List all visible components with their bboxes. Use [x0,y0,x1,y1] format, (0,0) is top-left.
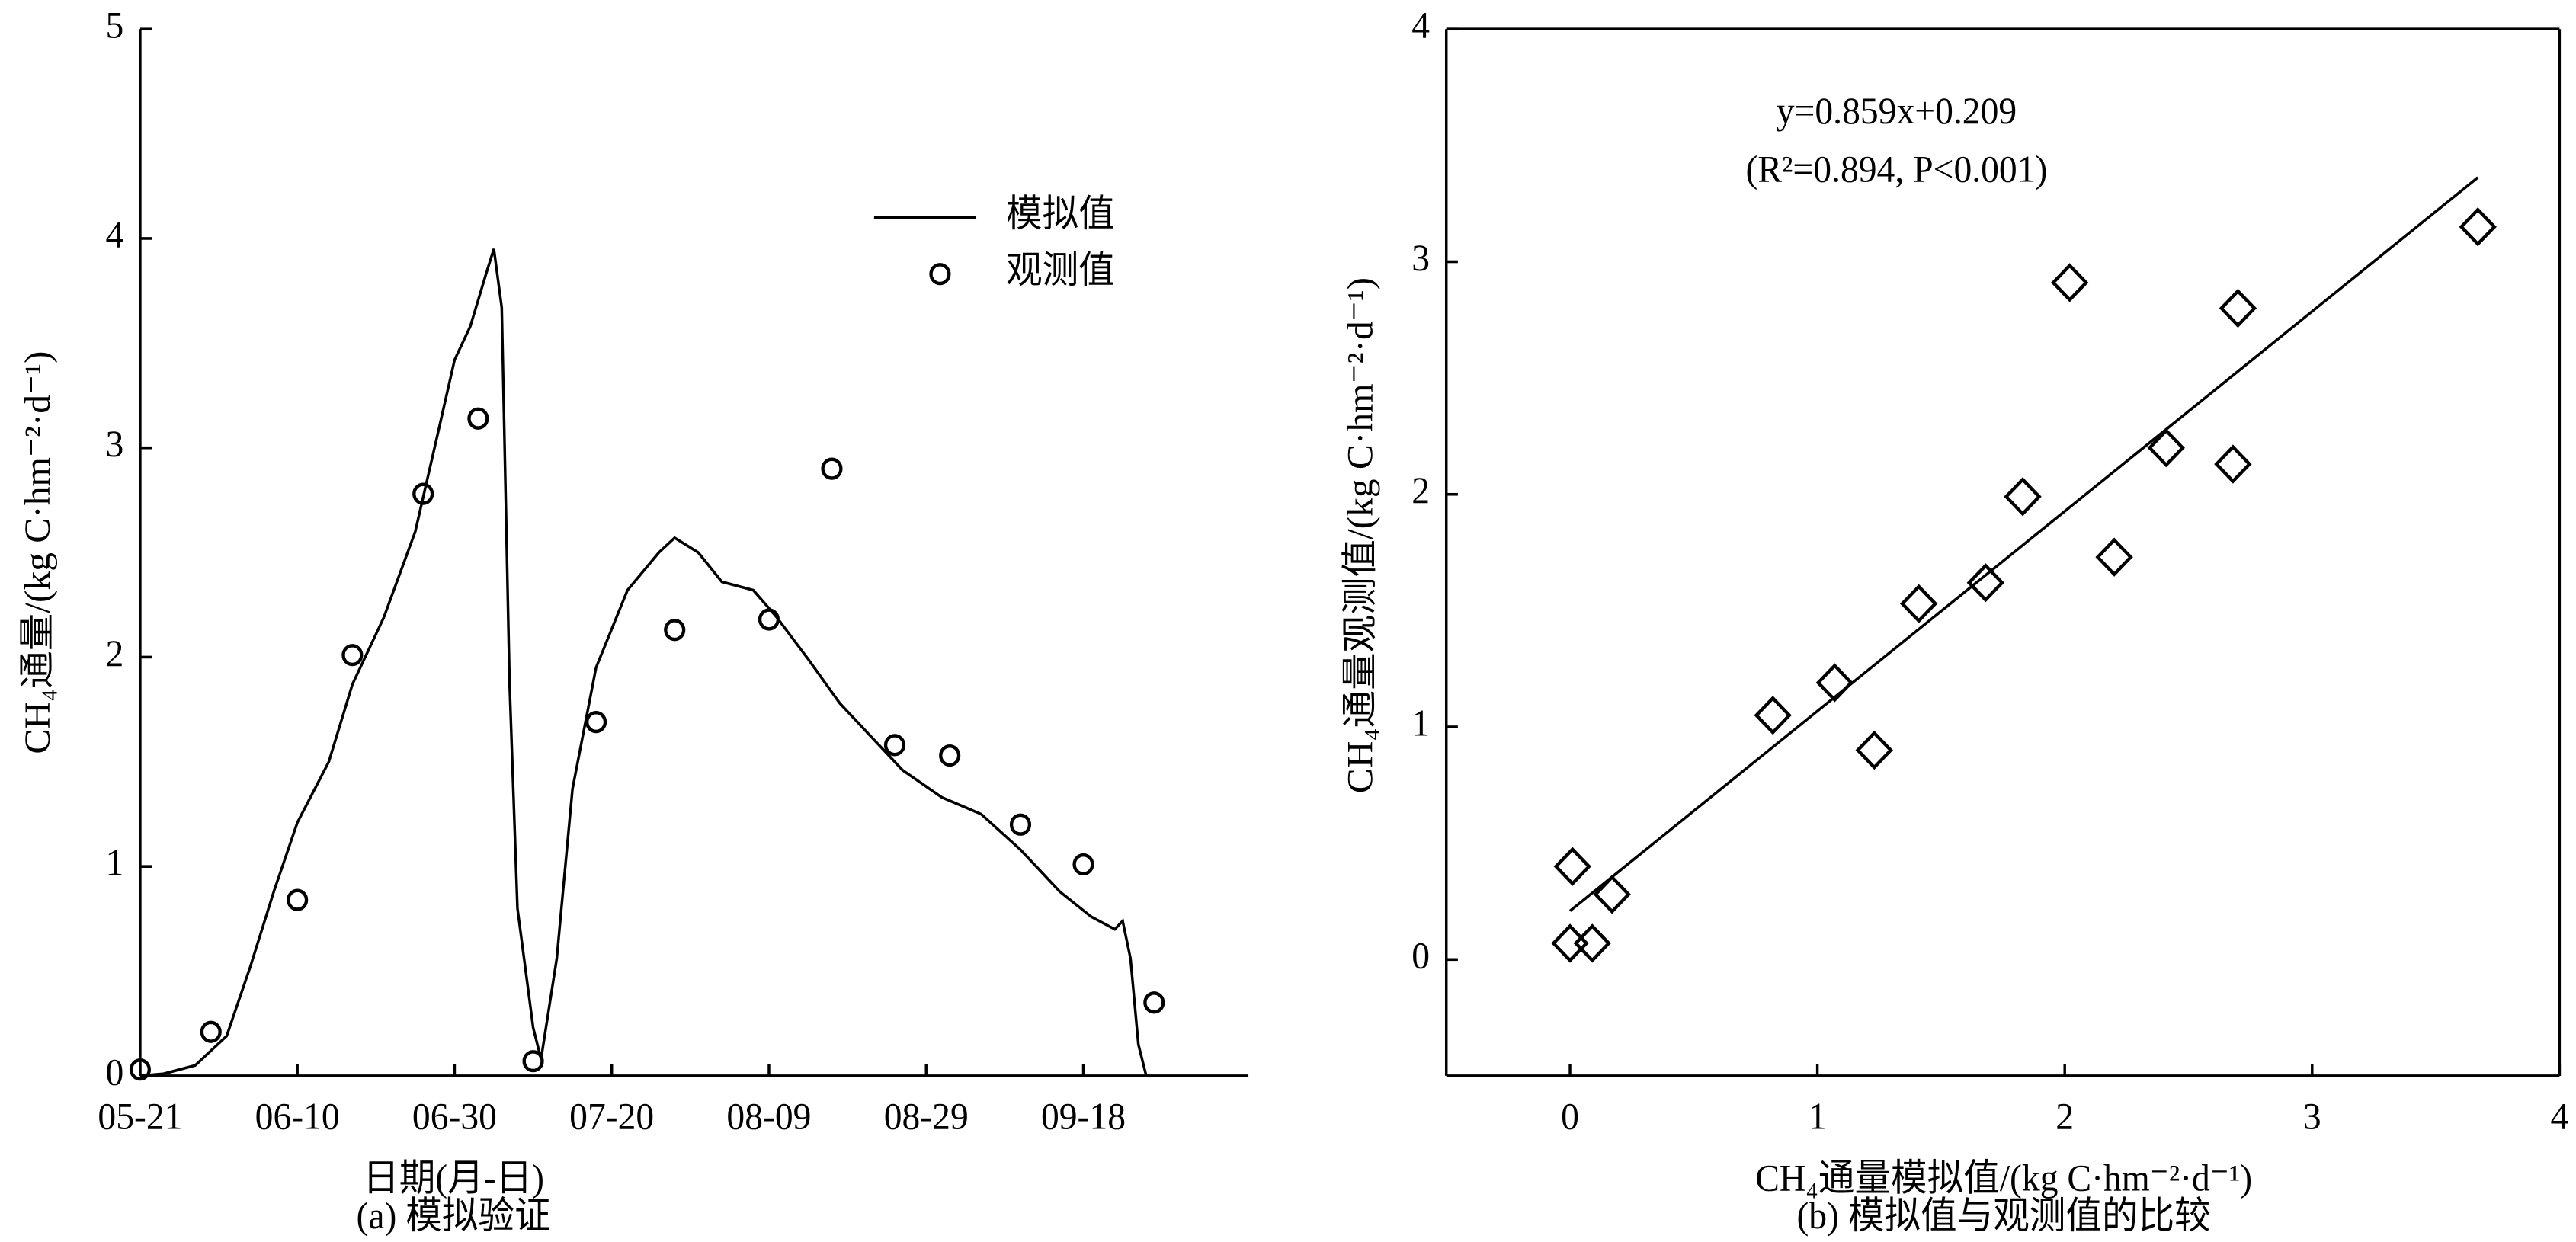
circle-point [883,734,906,757]
diamond-point [2095,537,2133,577]
x-tick-label: 08-29 [884,1096,969,1138]
diamond-point [1551,923,1589,963]
circle-point [585,710,607,734]
circle-point [1072,853,1094,876]
y-tick-label: 0 [1411,936,1430,977]
x-tick-label: 05-21 [98,1096,182,1138]
x-tick-label: 07-20 [569,1096,654,1138]
x-tick-label: 2 [2055,1096,2074,1138]
diamond-point [1966,563,2005,603]
y-tick-label: 2 [1411,470,1430,511]
x-tick-label: 0 [1561,1096,1579,1138]
diamond-point [1593,875,1631,914]
diamond-point [1553,847,1591,886]
circle-point [1143,991,1165,1014]
diamond-point [1899,584,1938,623]
x-tick-label: 09-18 [1041,1096,1126,1138]
caption: (a) 模拟验证 [357,1196,551,1237]
y-tick-label: 0 [105,1052,123,1093]
diamond-point [2147,428,2185,468]
circle-point [129,1058,151,1081]
circle-point [1009,813,1032,836]
diamond-point [2004,477,2042,517]
x-tick-label: 08-09 [726,1096,811,1138]
x-tick-label: 06-30 [412,1096,497,1138]
legend-label: 观测值 [1006,250,1115,291]
y-axis-label: CH₄通量观测值/(kg C·hm⁻²·d⁻¹) [1341,277,1380,793]
diamond-point [2050,263,2089,302]
x-tick-label: 3 [2303,1096,2321,1138]
circle-point [341,644,364,667]
annotation: y=0.859x+0.209 [1777,91,2017,132]
diamond-point [1754,696,1792,735]
y-tick-label: 3 [1411,238,1430,279]
circle-point [467,407,489,430]
circle-point [664,619,686,642]
circle-point [939,744,961,767]
x-axis-label: 日期(月-日) [363,1158,544,1199]
x-tick-label: 4 [2550,1096,2568,1138]
diamond-point [2459,207,2497,247]
y-axis-label: CH₄通量/(kg C·hm⁻²·d⁻¹) [18,351,58,754]
y-tick-label: 1 [105,843,123,884]
x-tick-label: 1 [1809,1096,1827,1138]
caption: (b) 模拟值与观测值的比较 [1796,1196,2210,1237]
y-tick-label: 2 [105,633,123,674]
y-tick-label: 4 [1411,5,1430,46]
diamond-point [1815,663,1854,703]
circle-point [758,608,780,631]
circle-point [412,482,434,505]
legend-label: 模拟值 [1006,194,1115,235]
x-axis-label: CH₄通量模拟值/(kg C·hm⁻²·d⁻¹) [1755,1158,2252,1199]
diamond-point [2214,444,2252,484]
diamond-point [1573,923,1611,963]
series-line [1568,176,2479,912]
circle-point [287,888,309,911]
circle-point [522,1050,544,1073]
x-tick-label: 06-10 [255,1096,340,1138]
diamond-point [1855,730,1893,770]
diamond-point [2219,288,2257,328]
circle-point [821,457,843,480]
annotation: (R²=0.894, P<0.001) [1746,149,2048,190]
y-tick-label: 1 [1411,703,1430,744]
y-tick-label: 3 [105,424,123,465]
y-tick-label: 5 [105,5,123,46]
circle-point [200,1020,222,1043]
y-tick-label: 4 [105,215,123,256]
legend-marker [929,263,951,286]
series-line [139,248,1148,1077]
